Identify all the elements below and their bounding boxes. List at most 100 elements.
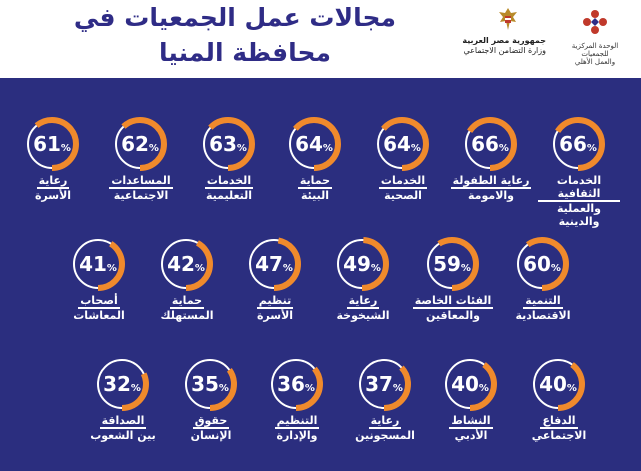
ring-arc xyxy=(269,357,323,411)
unit-line2: للجمعيات xyxy=(581,50,609,58)
stat-label: المساعدات الاجتماعية xyxy=(100,174,182,202)
stat-label-line1: الخدمات الثقافية xyxy=(538,174,620,202)
stat-label-line1: الفئات الخاصة xyxy=(412,294,494,309)
people-circle-icon xyxy=(583,10,607,34)
stat-item: 60% التنمية الاقتصادية xyxy=(508,236,578,336)
percent-value: 37% xyxy=(356,356,412,412)
stat-label-line2: الأسرة xyxy=(34,189,72,202)
progress-ring xyxy=(201,117,255,171)
percent-number: 61 xyxy=(33,132,61,156)
stat-label-line1: حماية xyxy=(169,294,205,309)
percent-value: 59% xyxy=(424,236,480,292)
percent-value: 36% xyxy=(268,356,324,412)
progress-ring xyxy=(425,237,479,291)
percent-sign: % xyxy=(550,263,561,274)
progress-ring xyxy=(531,357,585,411)
percent-number: 62 xyxy=(121,132,149,156)
stat-label-line2: والإدارة xyxy=(276,429,318,442)
percent-number: 36 xyxy=(277,372,305,396)
percent-value: 64% xyxy=(374,116,430,172)
percent-number: 37 xyxy=(365,372,393,396)
stat-label-line2: الاقتصادية xyxy=(515,309,571,322)
ring-arc xyxy=(463,117,517,171)
eagle-icon xyxy=(499,8,517,30)
stat-item: 37% رعاية المسجونين xyxy=(350,356,420,456)
percent-sign: % xyxy=(392,383,403,394)
ring-arc xyxy=(247,237,301,291)
percent-sign: % xyxy=(410,143,421,154)
stat-label-line2: بين الشعوب xyxy=(90,429,156,442)
percent-number: 63 xyxy=(209,132,237,156)
stat-item: 36% التنظيم والإدارة xyxy=(262,356,332,456)
percent-sign: % xyxy=(236,143,247,154)
stat-label-line2: التعليمية xyxy=(205,189,253,202)
stat-label-line2: والعملية والدينية xyxy=(557,202,601,228)
percent-value: 60% xyxy=(514,236,570,292)
stat-label: رعاية الأسرة xyxy=(12,174,94,202)
percent-value: 32% xyxy=(94,356,150,412)
ring-arc xyxy=(287,117,341,171)
percent-number: 66 xyxy=(559,132,587,156)
ring-arc xyxy=(357,357,411,411)
stat-label: رعاية الشيخوخة xyxy=(322,294,404,322)
stat-label: الخدمات الصحية xyxy=(362,174,444,202)
stat-label-line2: المسجونين xyxy=(355,429,415,442)
progress-ring xyxy=(443,357,497,411)
progress-ring xyxy=(269,357,323,411)
stat-label-line2: والامومة xyxy=(468,189,514,202)
stat-item: 66% الخدمات الثقافية والعملية والدينية xyxy=(538,116,620,228)
percent-number: 47 xyxy=(255,252,283,276)
header: مجالات عمل الجمعيات في محافظة المنيا جمه… xyxy=(0,0,641,78)
stats-panel: 66% الخدمات الثقافية والعملية والدينية 66% ر… xyxy=(0,78,641,471)
percent-sign: % xyxy=(148,143,159,154)
ministry-line1: جمهورية مصر العربية xyxy=(462,36,546,45)
ring-arc xyxy=(551,117,605,171)
percent-value: 40% xyxy=(530,356,586,412)
ring-arc xyxy=(425,237,479,291)
ring-arc xyxy=(375,117,429,171)
progress-ring xyxy=(287,117,341,171)
ring-arc xyxy=(183,357,237,411)
percent-value: 47% xyxy=(246,236,302,292)
percent-number: 60 xyxy=(523,252,551,276)
percent-number: 66 xyxy=(471,132,499,156)
ring-arc xyxy=(95,357,149,411)
percent-number: 49 xyxy=(343,252,371,276)
stat-item: 47% تنظيم الأسرة xyxy=(240,236,310,336)
stat-label: الدفاع الاجتماعي xyxy=(518,414,600,442)
percent-value: 66% xyxy=(462,116,518,172)
stat-item: 66% رعاية الطفولة والامومة xyxy=(450,116,532,216)
stat-label-line1: التنمية xyxy=(523,294,563,309)
percent-sign: % xyxy=(566,383,577,394)
percent-sign: % xyxy=(106,263,117,274)
stat-label-line2: المستهلك xyxy=(160,309,214,322)
unit-logo: الوحدة المركزية للجمعيات والعمل الأهلي xyxy=(552,6,638,72)
percent-number: 32 xyxy=(103,372,131,396)
stat-label: الخدمات التعليمية xyxy=(188,174,270,202)
stat-label-line1: حقوق xyxy=(192,414,230,429)
progress-ring xyxy=(25,117,79,171)
percent-sign: % xyxy=(478,383,489,394)
progress-ring xyxy=(357,357,411,411)
stat-label-line2: البيئة xyxy=(300,189,330,202)
stat-label: النشاط الأدبي xyxy=(430,414,512,442)
stat-item: 32% الصداقة بين الشعوب xyxy=(88,356,158,456)
stat-label: حقوق الإنسان xyxy=(170,414,252,442)
stat-label-line2: الاجتماعي xyxy=(531,429,587,442)
percent-number: 42 xyxy=(167,252,195,276)
stat-label-line1: المساعدات xyxy=(109,174,173,189)
stat-label: رعاية الطفولة والامومة xyxy=(450,174,532,202)
percent-value: 40% xyxy=(442,356,498,412)
progress-ring xyxy=(113,117,167,171)
percent-sign: % xyxy=(130,383,141,394)
unit-line3: والعمل الأهلي xyxy=(574,58,616,66)
percent-value: 61% xyxy=(24,116,80,172)
ring-arc xyxy=(71,237,125,291)
stat-label-line1: النشاط xyxy=(449,414,493,429)
percent-sign: % xyxy=(218,383,229,394)
stat-label-line1: أصحاب xyxy=(78,294,120,309)
stat-item: 61% رعاية الأسرة xyxy=(18,116,88,216)
stat-label-line1: رعاية الطفولة xyxy=(450,174,532,189)
stat-label: التنظيم والإدارة xyxy=(256,414,338,442)
progress-ring xyxy=(159,237,213,291)
